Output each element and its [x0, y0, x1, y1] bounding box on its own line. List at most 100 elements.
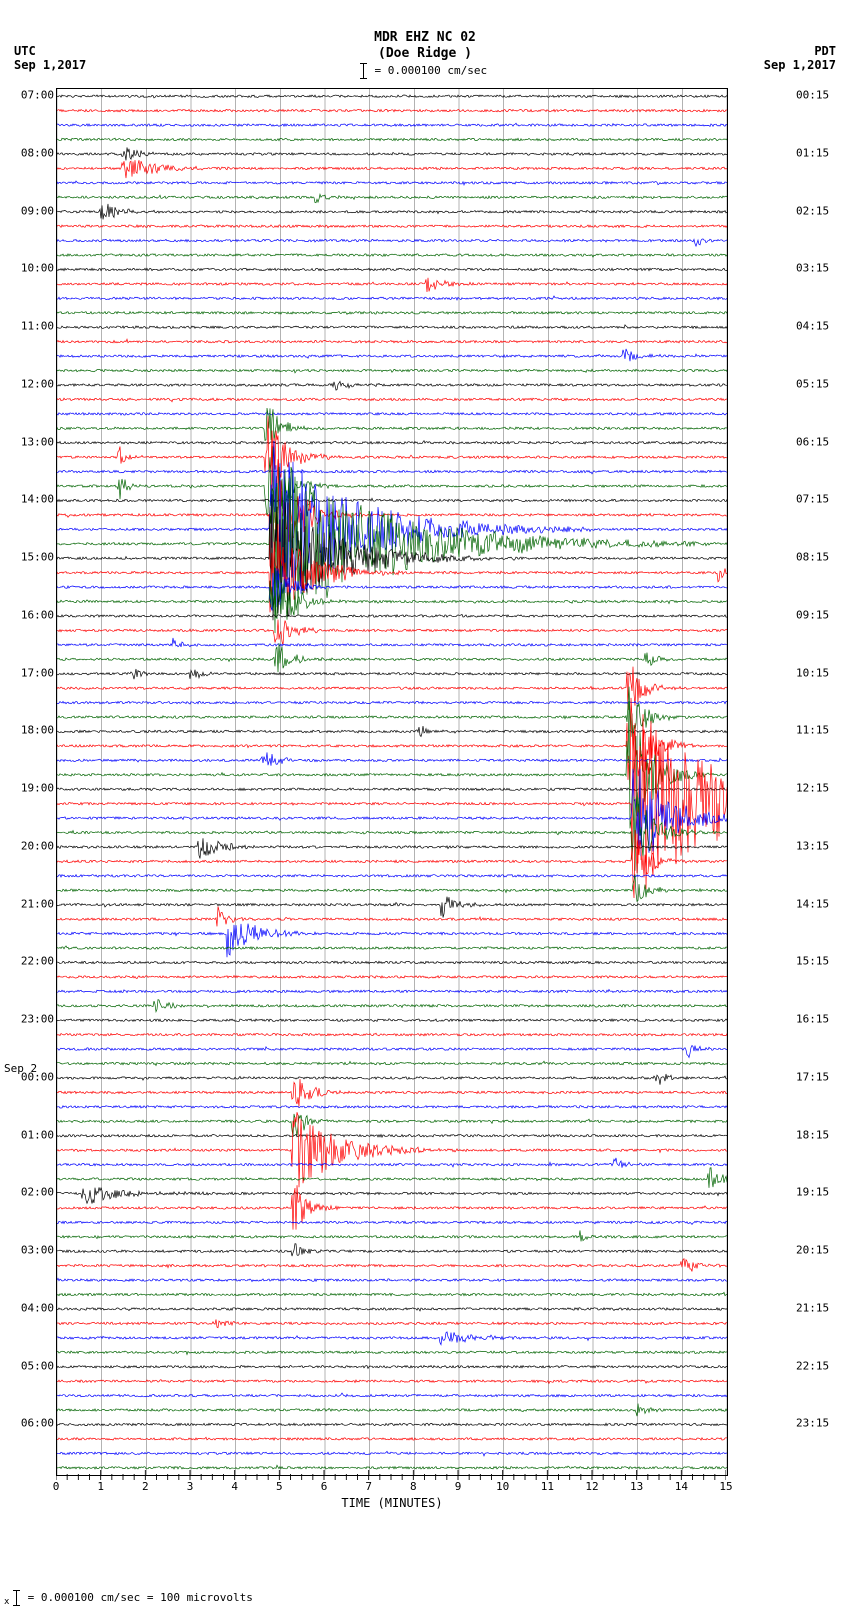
- seismic-trace: [57, 1437, 727, 1440]
- seismic-trace: [57, 138, 727, 141]
- seismic-trace: [57, 990, 727, 993]
- seismic-trace: [57, 875, 727, 877]
- seismic-trace: [57, 830, 727, 898]
- time-label: 10:00: [4, 262, 54, 275]
- time-label: 12:15: [796, 782, 846, 795]
- scale-bar-icon: [363, 63, 364, 79]
- time-label: 17:15: [796, 1070, 846, 1083]
- time-label: 13:00: [4, 435, 54, 448]
- time-label: 00:00: [4, 1070, 54, 1083]
- time-label: 22:00: [4, 955, 54, 968]
- time-label: 09:15: [796, 608, 846, 621]
- time-label: 13:15: [796, 839, 846, 852]
- date-left-top: Sep 1,2017: [14, 58, 86, 72]
- seismic-trace: [57, 1451, 727, 1456]
- seismic-trace: [57, 1114, 727, 1137]
- seismic-trace: [57, 181, 727, 185]
- seismic-trace: [57, 416, 727, 477]
- time-label: 05:15: [796, 377, 846, 390]
- seismic-trace: [57, 698, 727, 791]
- seismic-trace: [57, 701, 727, 704]
- seismic-trace: [57, 441, 727, 444]
- x-axis: 0123456789101112131415 TIME (MINUTES): [56, 1480, 728, 1510]
- time-label: 08:00: [4, 146, 54, 159]
- seismic-trace: [57, 1259, 727, 1272]
- seismic-trace: [57, 413, 727, 415]
- seismic-trace: [57, 498, 727, 501]
- seismic-trace: [57, 1423, 727, 1425]
- time-label: 01:00: [4, 1128, 54, 1141]
- seismic-trace: [57, 1292, 727, 1295]
- seismic-trace: [57, 976, 727, 979]
- station-location: (Doe Ridge ): [0, 46, 850, 62]
- time-label: 07:00: [4, 89, 54, 102]
- seismic-trace: [57, 643, 727, 672]
- seismic-trace: [57, 1061, 727, 1065]
- seismic-trace: [57, 924, 727, 958]
- seismic-trace: [57, 325, 727, 329]
- time-label: 17:00: [4, 666, 54, 679]
- time-label: 00:15: [796, 89, 846, 102]
- seismic-trace: [57, 1168, 727, 1188]
- time-label: 07:15: [796, 493, 846, 506]
- seismic-trace: [57, 312, 727, 315]
- seismic-trace: [57, 1221, 727, 1224]
- seismic-trace: [57, 1019, 727, 1022]
- seismic-trace: [57, 204, 727, 220]
- date-right-top: Sep 1,2017: [764, 58, 836, 72]
- y-labels-left: 07:0008:0009:0010:0011:0012:0013:0014:00…: [4, 88, 54, 1476]
- x-tick-label: 11: [541, 1480, 554, 1493]
- seismic-trace: [57, 1319, 727, 1327]
- seismic-trace: [57, 1308, 727, 1311]
- time-label: 04:15: [796, 320, 846, 333]
- seismic-trace: [57, 1278, 727, 1281]
- time-label: 15:15: [796, 955, 846, 968]
- seismic-trace: [57, 1046, 727, 1058]
- seismic-trace: [57, 788, 727, 790]
- time-label: 14:00: [4, 493, 54, 506]
- scale-bar-icon: [16, 1590, 17, 1606]
- time-label: 23:00: [4, 1013, 54, 1026]
- seismic-trace: [57, 1187, 727, 1203]
- seismic-trace: [57, 194, 727, 202]
- seismic-trace: [57, 568, 727, 611]
- seismic-trace: [57, 470, 727, 473]
- x-tick-label: 13: [630, 1480, 643, 1493]
- scale-legend: = 0.000100 cm/sec: [0, 63, 850, 79]
- seismic-trace: [57, 897, 727, 918]
- time-label: 21:00: [4, 897, 54, 910]
- seismic-trace: [57, 225, 727, 228]
- seismic-trace: [57, 620, 727, 646]
- seismic-trace: [57, 1135, 727, 1138]
- time-label: 11:15: [796, 724, 846, 737]
- seismic-trace: [57, 946, 727, 949]
- x-tick-label: 6: [321, 1480, 328, 1493]
- seismic-trace: [57, 254, 727, 257]
- time-label: 20:00: [4, 839, 54, 852]
- seismic-trace: [57, 160, 727, 178]
- station-code: MDR EHZ NC 02: [0, 30, 850, 46]
- x-axis-title: TIME (MINUTES): [56, 1496, 728, 1510]
- seismic-trace: [57, 349, 727, 361]
- x-tick-label: 10: [496, 1480, 509, 1493]
- seismic-trace: [57, 369, 727, 373]
- seismic-trace: [57, 1106, 727, 1109]
- time-label: 08:15: [796, 551, 846, 564]
- time-label: 06:15: [796, 435, 846, 448]
- seismic-trace: [57, 1404, 727, 1417]
- tz-left: UTC: [14, 44, 36, 58]
- seismic-trace: [57, 907, 727, 927]
- x-tick-label: 14: [675, 1480, 688, 1493]
- seismic-trace: [57, 1393, 727, 1397]
- x-tick-label: 12: [585, 1480, 598, 1493]
- seismic-trace: [57, 614, 727, 617]
- time-label: 21:15: [796, 1301, 846, 1314]
- seismic-trace: [57, 1365, 727, 1368]
- time-label: 03:15: [796, 262, 846, 275]
- x-tick-label: 15: [719, 1480, 732, 1493]
- seismic-trace: [57, 278, 727, 292]
- time-label: 19:15: [796, 1186, 846, 1199]
- x-tick-label: 5: [276, 1480, 283, 1493]
- time-label: 02:00: [4, 1186, 54, 1199]
- time-label: 11:00: [4, 320, 54, 333]
